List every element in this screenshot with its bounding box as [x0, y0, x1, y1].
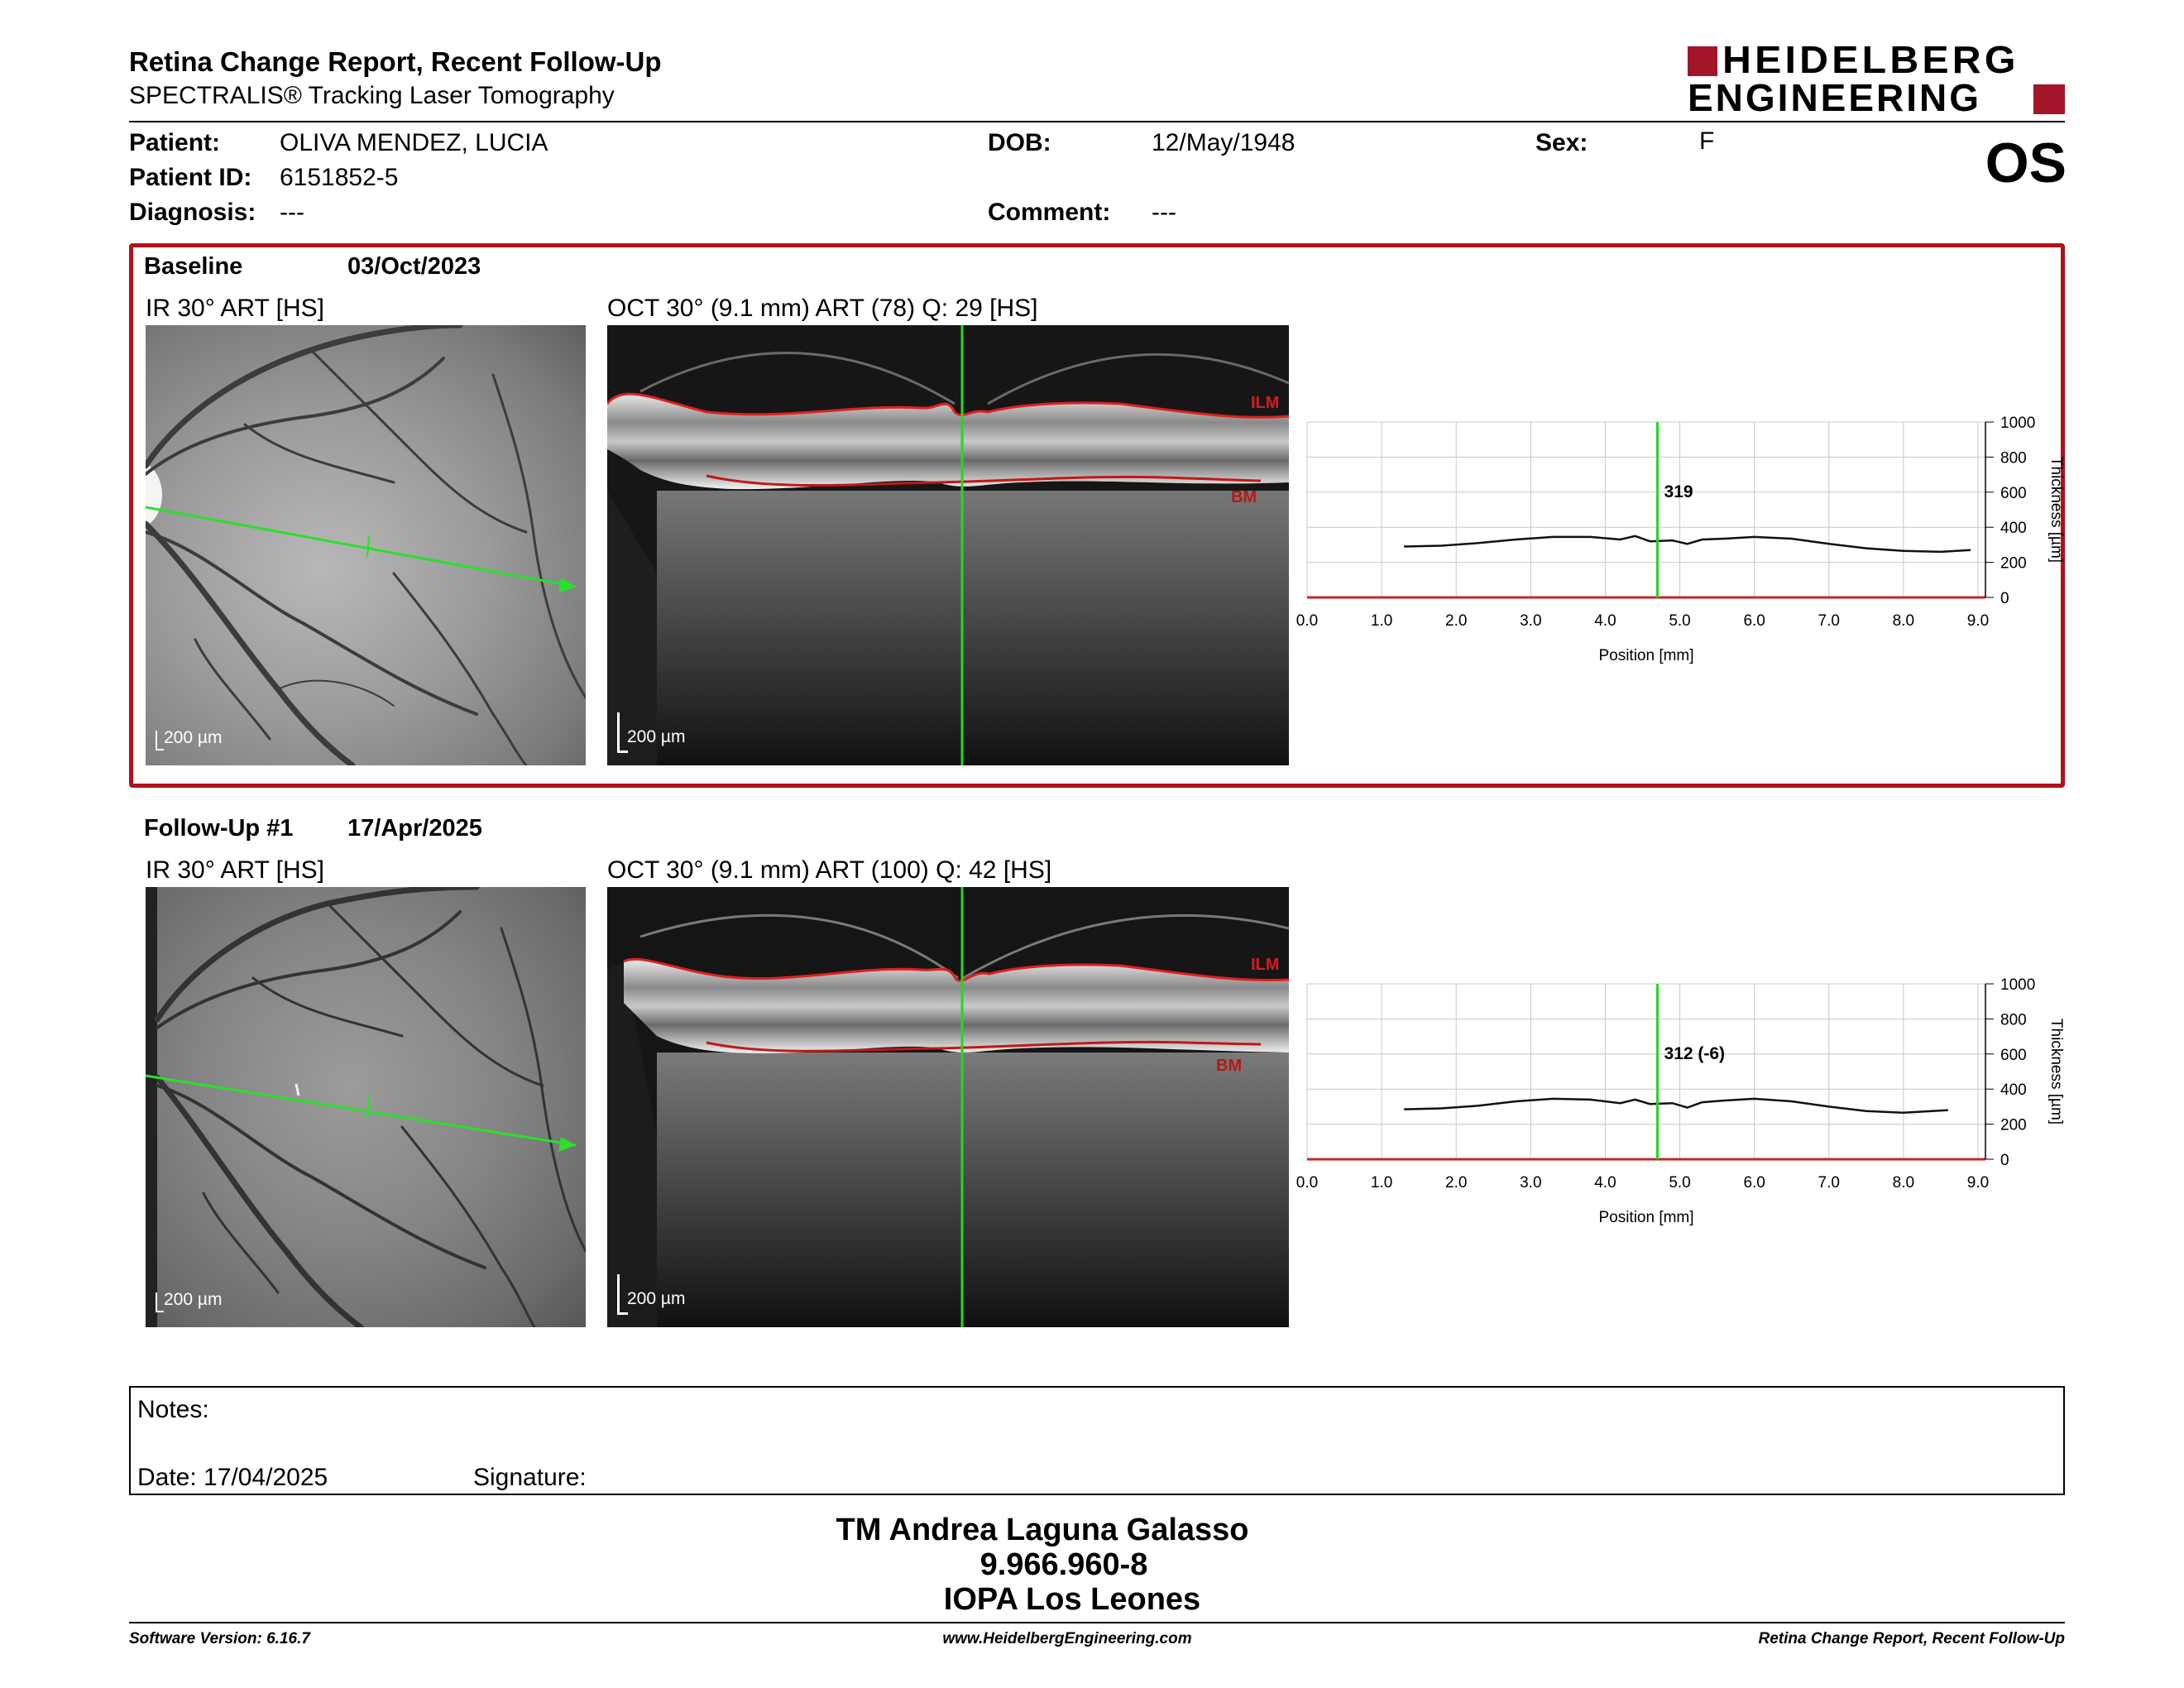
baseline-oct-image: ILM BM 200 µm [607, 325, 1289, 765]
x-tick-label: 6.0 [1743, 1174, 1765, 1192]
baseline-bm-label: BM [1231, 488, 1257, 506]
report-title: Retina Change Report, Recent Follow-Up [129, 46, 662, 77]
signature-label: Signature: [473, 1464, 587, 1491]
y-tick-label: 200 [2000, 1117, 2027, 1134]
x-tick-label: 3.0 [1520, 612, 1541, 630]
baseline-ilm-label: ILM [1251, 394, 1279, 412]
y-tick-label: 400 [2000, 1081, 2027, 1099]
y-axis-label: Thickness [µm] [2048, 1019, 2065, 1125]
patient-id: 6151852-5 [280, 164, 399, 191]
x-tick-label: 0.0 [1296, 612, 1318, 630]
baseline-ir-image: 200 µm [146, 325, 586, 765]
y-tick-label: 1000 [2000, 415, 2035, 432]
baseline-date: 03/Oct/2023 [347, 253, 481, 280]
thickness-series-line [1404, 535, 1971, 554]
x-tick-label: 4.0 [1594, 1174, 1616, 1192]
diagnosis-label: Diagnosis: [129, 199, 256, 226]
baseline-thickness-chart: 0.0 1.0 2.0 3.0 4.0 5.0 6.0 7.0 8.0 9.0 0 200 400 600… [1296, 415, 2065, 664]
header-rule [129, 121, 2065, 122]
x-tick-label: 9.0 [1967, 1174, 1989, 1192]
website: www.HeidelbergEngineering.com [942, 1630, 1192, 1647]
notes-box: Notes: Date: 17/04/2025 Signature: [129, 1386, 2065, 1495]
x-tick-label: 1.0 [1371, 612, 1392, 630]
followup-ir-image: 200 µm [146, 887, 586, 1327]
signer-institution: IOPA Los Leones [943, 1582, 1201, 1617]
followup-ir-scale: 200 µm [164, 1290, 223, 1309]
baseline-oct-scale: 200 µm [627, 727, 686, 746]
followup-oct-label: OCT 30° (9.1 mm) ART (100) Q: 42 [HS] [607, 856, 1052, 884]
x-tick-label: 8.0 [1893, 612, 1914, 630]
y-tick-label: 600 [2000, 485, 2027, 502]
footer-report-name: Retina Change Report, Recent Follow-Up [1758, 1630, 2065, 1647]
diagnosis-value: --- [280, 199, 304, 226]
brand-line1: HEIDELBERG [1722, 38, 2019, 81]
eye-label: OS [1985, 132, 2067, 194]
dob-value: 12/May/1948 [1152, 129, 1296, 156]
y-tick-label: 1000 [2000, 976, 2035, 994]
brand-line2: ENGINEERING [1688, 76, 1982, 119]
followup-oct-scale: 200 µm [627, 1289, 686, 1308]
x-tick-label: 7.0 [1818, 612, 1840, 630]
cursor-value-label: 319 [1664, 482, 1693, 501]
software-version: Software Version: 6.16.7 [129, 1630, 310, 1647]
x-tick-label: 9.0 [1967, 612, 1989, 630]
footer-rule [129, 1622, 2065, 1623]
followup-title: Follow-Up #1 [144, 815, 294, 842]
followup-bm-label: BM [1216, 1057, 1242, 1075]
x-tick-label: 4.0 [1594, 612, 1616, 630]
x-axis-label: Position [mm] [1598, 1209, 1693, 1226]
baseline-title: Baseline [144, 253, 243, 280]
brand-logo: HEIDELBERG ENGINEERING [1688, 38, 2068, 119]
notes-date: Date: 17/04/2025 [137, 1464, 328, 1491]
y-tick-label: 800 [2000, 449, 2027, 467]
patient-label: Patient: [129, 129, 221, 156]
sex-value: F [1699, 127, 1715, 155]
followup-ir-label: IR 30° ART [HS] [146, 856, 324, 884]
x-tick-label: 1.0 [1371, 1174, 1392, 1192]
signer-name: TM Andrea Laguna Galasso [836, 1513, 1249, 1547]
report-subtitle: SPECTRALIS® Tracking Laser Tomography [129, 82, 615, 109]
y-tick-label: 600 [2000, 1047, 2027, 1064]
x-tick-label: 8.0 [1893, 1174, 1914, 1192]
y-tick-label: 800 [2000, 1011, 2027, 1029]
patient-id-label: Patient ID: [129, 164, 252, 191]
x-axis-label: Position [mm] [1598, 647, 1693, 664]
notes-label: Notes: [137, 1396, 209, 1423]
dob-label: DOB: [988, 129, 1051, 156]
baseline-ir-scale: 200 µm [164, 728, 223, 747]
patient-name: OLIVA MENDEZ, LUCIA [280, 129, 548, 156]
x-tick-label: 7.0 [1818, 1174, 1840, 1192]
x-tick-label: 3.0 [1520, 1174, 1541, 1192]
baseline-ir-label: IR 30° ART [HS] [146, 295, 324, 322]
cursor-value-label: 312 (-6) [1664, 1044, 1726, 1063]
signer-id: 9.966.960-8 [979, 1547, 1148, 1582]
followup-thickness-chart: 0.0 1.0 2.0 3.0 4.0 5.0 6.0 7.0 8.0 9.0 0 200 400 600… [1296, 976, 2065, 1226]
baseline-section [129, 243, 2065, 788]
x-tick-label: 2.0 [1445, 1174, 1467, 1192]
comment-value: --- [1152, 199, 1176, 226]
x-tick-label: 5.0 [1669, 1174, 1690, 1192]
y-tick-label: 0 [2000, 1152, 2009, 1169]
followup-oct-image: ILM BM 200 µm [607, 887, 1289, 1327]
y-tick-label: 400 [2000, 520, 2027, 537]
x-tick-label: 6.0 [1743, 612, 1765, 630]
followup-ilm-label: ILM [1251, 956, 1279, 974]
comment-label: Comment: [988, 199, 1111, 226]
sex-label: Sex: [1535, 129, 1588, 156]
baseline-oct-label: OCT 30° (9.1 mm) ART (78) Q: 29 [HS] [607, 295, 1038, 322]
thickness-series-line [1404, 1097, 1948, 1115]
x-tick-label: 2.0 [1445, 612, 1467, 630]
y-tick-label: 0 [2000, 590, 2009, 607]
y-tick-label: 200 [2000, 555, 2027, 573]
x-tick-label: 0.0 [1296, 1174, 1318, 1192]
y-axis-label: Thickness [µm] [2048, 457, 2065, 563]
followup-date: 17/Apr/2025 [347, 815, 482, 842]
x-tick-label: 5.0 [1669, 612, 1690, 630]
